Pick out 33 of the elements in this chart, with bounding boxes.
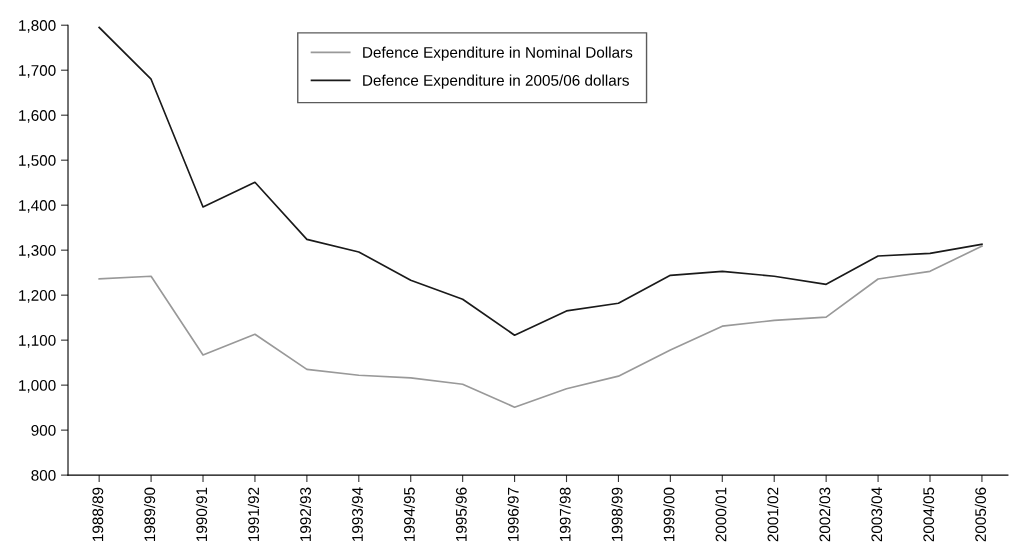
y-tick-label: 900 (31, 424, 56, 436)
y-tick-label: 1,200 (19, 290, 56, 303)
x-tick-label: 2002/03 (819, 487, 831, 542)
x-tick-label: 1988/89 (92, 487, 104, 541)
x-tick-label: 1990/91 (195, 487, 208, 541)
x-tick-label: 2001/02 (767, 487, 779, 542)
x-tick-label: 1994/95 (403, 487, 415, 541)
y-tick-label: 1,800 (19, 20, 56, 33)
x-tick-label: 1991/92 (247, 487, 260, 541)
x-tick-label: 1999/00 (663, 487, 675, 541)
x-tick-label: 2003/04 (870, 487, 883, 542)
y-tick-label: 800 (31, 469, 56, 481)
legend-label: Defence Expenditure in Nominal Dollars (363, 46, 633, 61)
y-tick-label: 1,400 (19, 200, 56, 213)
y-tick-label: 1,100 (19, 335, 56, 348)
line-series (98, 245, 983, 409)
y-tick-label: 1,300 (19, 245, 56, 258)
x-tick-label: 1998/99 (611, 487, 623, 541)
legend-label: Defence Expenditure in 2005/06 dollars (363, 74, 629, 89)
x-tick-label: 2005/06 (974, 487, 987, 542)
x-tick-label: 1993/94 (351, 487, 363, 541)
x-tick-label: 2004/05 (922, 487, 935, 542)
x-tick-label: 1992/93 (299, 487, 311, 541)
x-tick-label: 1995/96 (455, 487, 467, 541)
x-tick-label: 1996/97 (507, 487, 519, 541)
y-tick-label: 1,500 (19, 155, 56, 168)
y-tick-label: 1,700 (19, 65, 56, 78)
x-tick-label: 1989/90 (143, 487, 156, 541)
x-tick-label: 2000/01 (715, 487, 727, 542)
y-tick-label: 1,000 (19, 380, 56, 393)
x-tick-label: 1997/98 (559, 487, 571, 541)
y-tick-label: 1,600 (19, 110, 56, 123)
line-series (98, 26, 983, 337)
